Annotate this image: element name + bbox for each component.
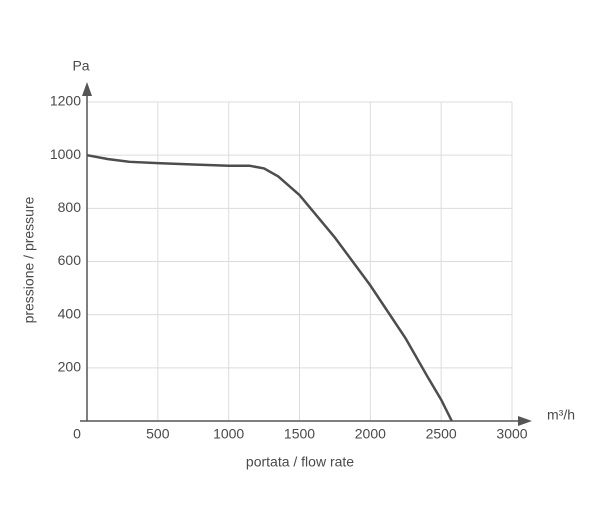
x-tick-label: 3000 <box>496 426 527 442</box>
data-line <box>86 153 453 422</box>
y-tick-label: 600 <box>58 252 82 268</box>
y-unit: Pa <box>72 58 89 74</box>
y-tick-label: 800 <box>58 199 82 215</box>
y-tick-label: 1000 <box>50 146 81 162</box>
y-tick-label: 400 <box>58 305 82 321</box>
y-tick-label: 1200 <box>50 93 81 109</box>
y-axis-arrow <box>82 82 92 96</box>
grid: 0 500 1000 1500 2000 2500 3000 200 400 600 800 1000… <box>50 93 528 442</box>
x-tick-label: 2000 <box>355 426 386 442</box>
x-tick-label: 0 <box>73 426 81 442</box>
y-tick-label: 200 <box>58 359 82 375</box>
y-axis-label: pressione / pressure <box>21 196 37 323</box>
x-unit: m³/h <box>547 407 575 423</box>
x-axis-arrow <box>518 416 532 426</box>
x-axis-label: portata / flow rate <box>246 454 354 470</box>
x-tick-label: 2500 <box>426 426 457 442</box>
x-tick-label: 500 <box>146 426 170 442</box>
x-tick-label: 1500 <box>284 426 315 442</box>
plot <box>86 153 453 422</box>
x-tick-label: 1000 <box>213 426 244 442</box>
